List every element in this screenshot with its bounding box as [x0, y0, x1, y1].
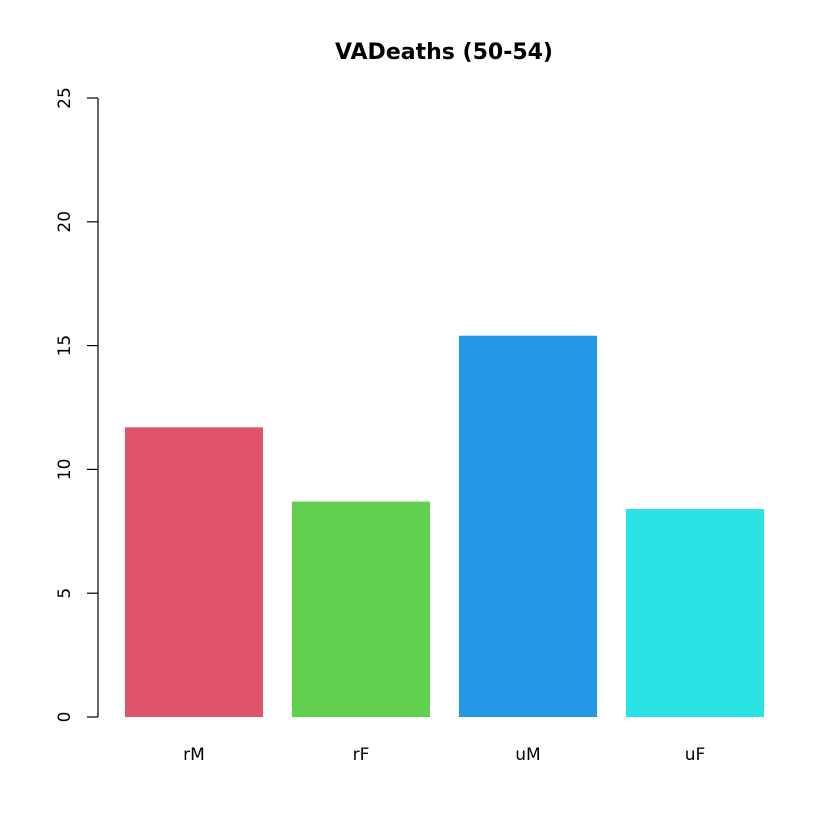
bar-rM — [125, 427, 263, 717]
chart-title: VADeaths (50-54) — [335, 40, 553, 65]
x-axis-labels: rM rF uM uF — [183, 745, 705, 765]
bar-uM — [459, 335, 597, 717]
bar-rF — [292, 501, 430, 717]
bar-uF — [626, 509, 764, 717]
x-category-label: uM — [515, 745, 540, 765]
y-tick-label: 20 — [55, 211, 75, 233]
x-category-label: rF — [353, 745, 370, 765]
y-axis-ticks: 0 5 10 15 20 25 — [55, 87, 98, 722]
y-tick-label: 25 — [55, 87, 75, 109]
y-tick-label: 10 — [55, 459, 75, 481]
y-tick-label: 0 — [55, 712, 75, 723]
x-category-label: rM — [183, 745, 205, 765]
y-tick-label: 5 — [55, 588, 75, 599]
x-category-label: uF — [685, 745, 706, 765]
y-tick-label: 15 — [55, 335, 75, 357]
bars-group — [125, 335, 764, 717]
